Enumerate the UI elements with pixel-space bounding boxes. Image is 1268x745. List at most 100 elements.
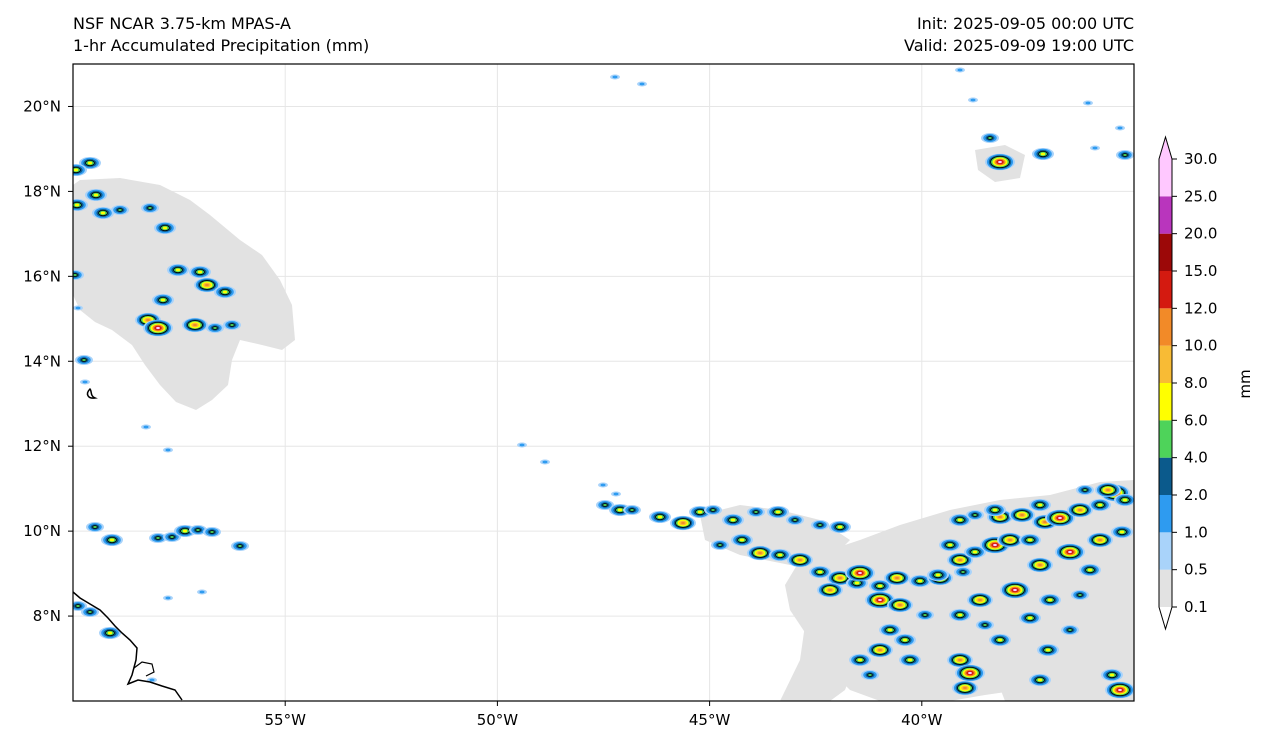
precip-cell bbox=[163, 595, 173, 601]
title-left: NSF NCAR 3.75-km MPAS-A 1-hr Accumulated… bbox=[73, 13, 369, 57]
cell-core bbox=[957, 518, 963, 522]
precip-cell bbox=[894, 633, 916, 647]
cell-core bbox=[1043, 520, 1047, 524]
tick-label-lat: 16°N bbox=[23, 267, 61, 285]
precip-cell bbox=[637, 81, 647, 87]
cell-core bbox=[717, 543, 723, 547]
cell-core bbox=[156, 326, 160, 330]
cell-core bbox=[817, 570, 823, 574]
cell-core bbox=[100, 211, 106, 215]
cell-core bbox=[798, 558, 802, 562]
precip-cell bbox=[786, 515, 804, 525]
cell-core bbox=[978, 598, 982, 602]
cell-core bbox=[998, 515, 1002, 519]
cell-core bbox=[958, 658, 962, 662]
precip-cell bbox=[1027, 557, 1053, 573]
tick-label-lat: 18°N bbox=[23, 182, 61, 200]
precip-cell bbox=[1111, 525, 1133, 539]
precip-cell bbox=[964, 545, 986, 559]
cell-core bbox=[160, 298, 166, 302]
colorbar-segment bbox=[1159, 345, 1172, 383]
precip-cell bbox=[540, 459, 550, 465]
cell-core bbox=[792, 518, 798, 522]
precip-cell bbox=[611, 491, 621, 497]
precip-cell bbox=[1039, 593, 1061, 607]
precip-cell bbox=[670, 515, 696, 531]
cell-core bbox=[92, 525, 98, 529]
precip-cell bbox=[949, 608, 971, 622]
cell-core bbox=[117, 208, 123, 212]
precip-cell bbox=[747, 545, 773, 561]
cell-core bbox=[169, 535, 175, 539]
coastline bbox=[73, 387, 183, 701]
cell-core bbox=[107, 631, 113, 635]
cell-core bbox=[75, 306, 81, 310]
cell-core bbox=[1106, 488, 1110, 492]
precip-cell bbox=[73, 163, 87, 177]
cell-core bbox=[957, 68, 963, 72]
cell-core bbox=[165, 448, 171, 452]
precip-cell bbox=[981, 133, 999, 143]
init-time: Init: 2025-09-05 00:00 UTC bbox=[916, 14, 1134, 33]
cell-core bbox=[617, 508, 623, 512]
precip-cell bbox=[1019, 533, 1041, 547]
cell-core bbox=[1117, 126, 1123, 130]
cell-core bbox=[87, 610, 93, 614]
cell-core bbox=[237, 544, 243, 548]
cell-core bbox=[878, 598, 882, 602]
cell-core bbox=[898, 603, 902, 607]
colorbar-label: mm bbox=[1236, 369, 1254, 398]
precip-cell bbox=[909, 574, 931, 588]
cell-core bbox=[998, 160, 1002, 164]
cell-core bbox=[1037, 503, 1043, 507]
colorbar-tick-label: 6.0 bbox=[1184, 411, 1208, 429]
precip-cell bbox=[887, 597, 913, 613]
cell-core bbox=[639, 82, 645, 86]
precip-cell bbox=[1076, 485, 1094, 495]
precip-cell bbox=[884, 570, 910, 586]
colorbar-tick-label: 0.5 bbox=[1184, 561, 1208, 579]
cell-core bbox=[1097, 503, 1103, 507]
cell-core bbox=[1013, 588, 1017, 592]
precip-cell bbox=[916, 610, 934, 620]
precip-cell bbox=[811, 520, 829, 530]
cell-core bbox=[1027, 616, 1033, 620]
cell-core bbox=[199, 590, 205, 594]
precip-cell bbox=[143, 319, 173, 337]
cell-core bbox=[1040, 152, 1046, 156]
precip-cell bbox=[861, 670, 879, 680]
cell-core bbox=[519, 443, 525, 447]
cell-core bbox=[972, 513, 978, 517]
colorbar-tick-label: 12.0 bbox=[1184, 299, 1217, 317]
precip-cell bbox=[203, 527, 221, 537]
precip-cell bbox=[1114, 493, 1134, 507]
cell-core bbox=[922, 613, 928, 617]
cell-core bbox=[1047, 598, 1053, 602]
cell-core bbox=[155, 536, 161, 540]
cell-core bbox=[837, 525, 843, 529]
cell-core bbox=[963, 686, 967, 690]
precip-cell bbox=[879, 623, 901, 637]
precip-cell bbox=[167, 263, 189, 277]
colorbar-segment bbox=[1159, 383, 1172, 421]
cell-core bbox=[197, 270, 203, 274]
cell-core bbox=[600, 483, 606, 487]
precip-cell bbox=[947, 652, 973, 668]
precip-cell bbox=[1101, 668, 1123, 682]
cell-core bbox=[182, 529, 188, 533]
cell-core bbox=[1077, 593, 1083, 597]
cell-core bbox=[902, 638, 908, 642]
cell-core bbox=[987, 136, 993, 140]
precip-cell bbox=[141, 424, 151, 430]
colorbar-segment bbox=[1159, 532, 1172, 570]
cell-core bbox=[1122, 498, 1128, 502]
cell-core bbox=[175, 268, 181, 272]
precip-cell bbox=[81, 607, 99, 617]
precip-cell bbox=[849, 653, 871, 667]
precip-cell bbox=[1019, 611, 1041, 625]
colorbar-segment bbox=[1159, 420, 1172, 458]
precip-cell bbox=[101, 533, 123, 547]
precip-cell bbox=[214, 285, 236, 299]
cell-core bbox=[212, 326, 218, 330]
